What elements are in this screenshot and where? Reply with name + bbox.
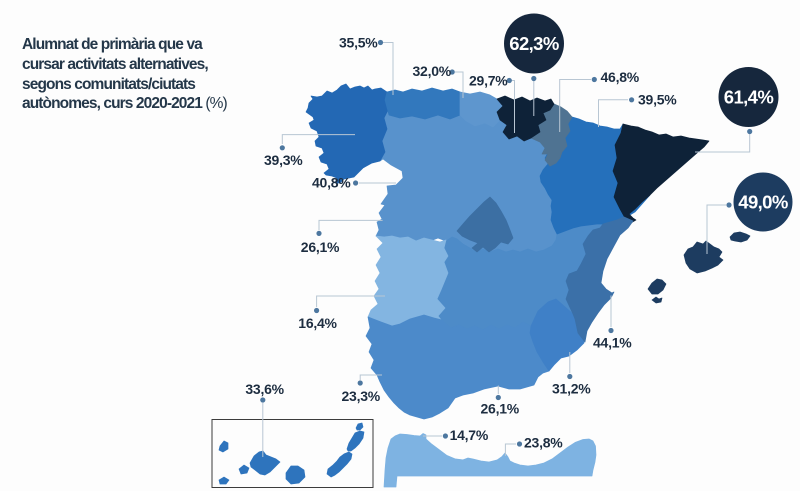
svg-text:61,4%: 61,4%: [724, 87, 774, 108]
svg-text:49,0%: 49,0%: [738, 192, 788, 213]
svg-text:23,8%: 23,8%: [524, 435, 563, 451]
svg-text:26,1%: 26,1%: [301, 239, 340, 255]
svg-text:35,5%: 35,5%: [339, 34, 378, 50]
svg-text:23,3%: 23,3%: [342, 388, 381, 404]
svg-text:31,2%: 31,2%: [552, 380, 591, 396]
svg-text:33,6%: 33,6%: [245, 381, 284, 397]
svg-text:44,1%: 44,1%: [593, 334, 632, 350]
svg-text:40,8%: 40,8%: [312, 174, 351, 190]
svg-text:29,7%: 29,7%: [469, 72, 508, 88]
svg-text:14,7%: 14,7%: [450, 427, 489, 443]
svg-text:39,5%: 39,5%: [638, 92, 677, 108]
svg-text:62,3%: 62,3%: [509, 33, 559, 54]
svg-text:46,8%: 46,8%: [601, 69, 640, 85]
svg-text:26,1%: 26,1%: [481, 401, 520, 417]
svg-text:32,0%: 32,0%: [413, 63, 452, 79]
svg-text:16,4%: 16,4%: [298, 315, 337, 331]
svg-text:39,3%: 39,3%: [264, 152, 303, 168]
